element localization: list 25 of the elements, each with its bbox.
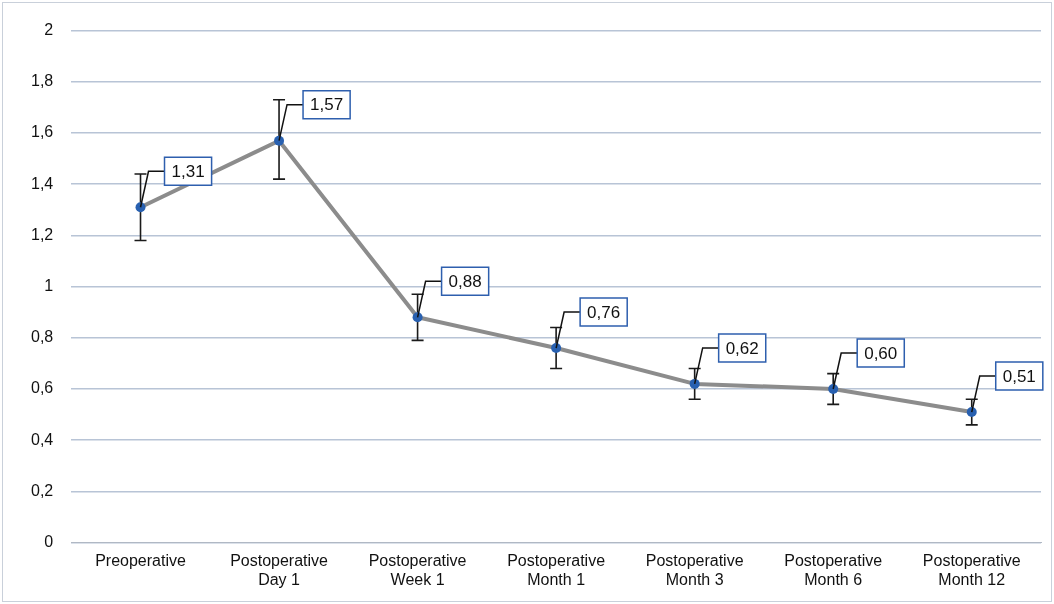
y-tick-label: 0 (44, 533, 54, 551)
x-tick-label: Postoperative Month 3 (645, 551, 744, 588)
data-label: 0,62 (725, 338, 759, 358)
y-tick-label: 0,2 (30, 481, 54, 499)
y-tick-label: 0,6 (30, 379, 54, 397)
y-tick-label: 1 (44, 277, 54, 295)
y-tick-label: 1,4 (30, 174, 54, 192)
x-tick-label: Postoperative Month 6 (784, 551, 883, 588)
x-tick-label: Postoperative Month 1 (507, 551, 606, 588)
x-tick-label: Postoperative Month 12 (922, 551, 1021, 588)
x-tick-label: Postoperative Week 1 (368, 551, 467, 588)
y-tick-label: 1,2 (30, 225, 54, 243)
data-label: 0,60 (864, 343, 898, 363)
data-label: 0,51 (1002, 366, 1036, 386)
y-tick-label: 1,6 (30, 123, 54, 141)
y-tick-label: 2 (44, 21, 54, 39)
data-label: 0,76 (587, 302, 621, 322)
data-label: 0,88 (448, 272, 482, 292)
data-label: 1,57 (310, 95, 344, 115)
y-tick-label: 1,8 (30, 72, 54, 90)
x-tick-label: Preoperative (95, 551, 186, 569)
data-label: 1,31 (171, 161, 205, 181)
y-tick-label: 0,8 (30, 328, 54, 346)
x-tick-label: Postoperative Day 1 (230, 551, 329, 588)
y-tick-label: 0,4 (30, 430, 54, 448)
